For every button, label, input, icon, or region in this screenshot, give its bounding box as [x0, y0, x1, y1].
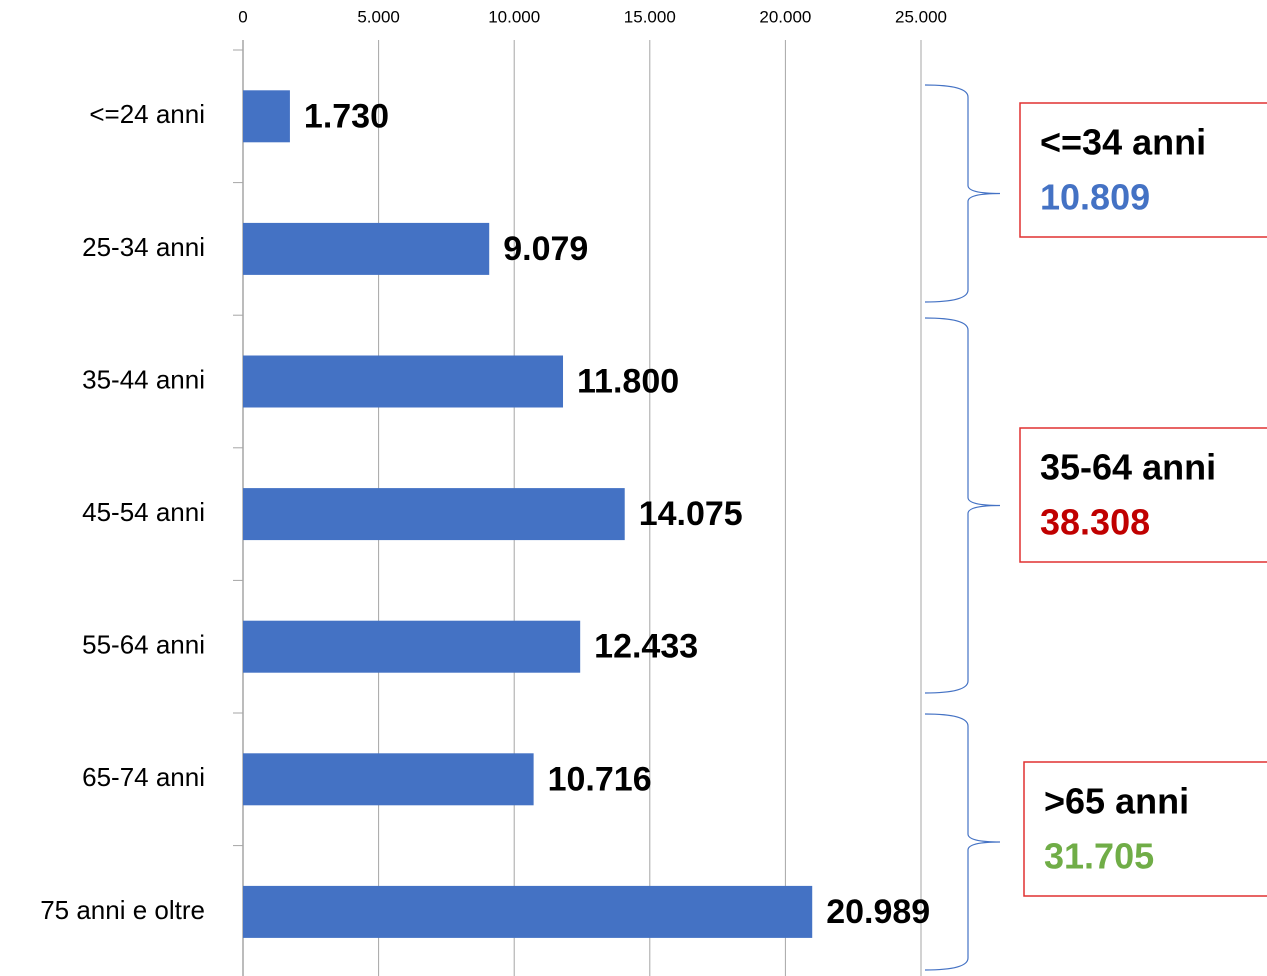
annotation-total: 38.308 [1040, 502, 1150, 543]
annotation-box [1023, 761, 1267, 897]
bar [243, 620, 581, 673]
value-label: 9.079 [503, 230, 588, 268]
y-tick-label: 25-34 anni [82, 232, 205, 262]
y-tick-label: 45-54 anni [82, 497, 205, 527]
bar [243, 90, 290, 143]
value-label: 10.716 [548, 760, 652, 798]
value-label: 14.075 [639, 495, 743, 533]
annotation-box [1019, 427, 1267, 563]
value-label: 11.800 [577, 362, 679, 400]
bar [243, 355, 564, 408]
x-tick-label: 20.000 [759, 7, 811, 26]
y-tick-label: 35-44 anni [82, 364, 205, 394]
y-tick-label: 55-64 anni [82, 630, 205, 660]
x-tick-label: 5.000 [357, 7, 400, 26]
bar [243, 753, 534, 806]
x-tick-label: 25.000 [895, 7, 947, 26]
y-tick-label: <=24 anni [89, 99, 205, 129]
annotation-label: >65 anni [1044, 781, 1189, 822]
annotation-box [1019, 102, 1267, 238]
bar [243, 885, 813, 938]
value-label: 20.989 [826, 893, 930, 931]
annotation-label: 35-64 anni [1040, 447, 1216, 488]
bar [243, 222, 490, 275]
annotation-total: 31.705 [1044, 836, 1154, 877]
annotation-label: <=34 anni [1040, 122, 1206, 163]
brace [924, 317, 1001, 694]
brace [924, 713, 1001, 971]
y-tick-label: 65-74 anni [82, 762, 205, 792]
x-tick-label: 15.000 [624, 7, 676, 26]
y-tick-label: 75 anni e oltre [40, 895, 205, 925]
brace [924, 84, 1001, 303]
x-tick-label: 0 [238, 7, 247, 26]
value-label: 12.433 [594, 628, 698, 666]
x-tick-label: 10.000 [488, 7, 540, 26]
value-label: 1.730 [304, 97, 389, 135]
bar [243, 488, 625, 541]
annotation-total: 10.809 [1040, 177, 1150, 218]
